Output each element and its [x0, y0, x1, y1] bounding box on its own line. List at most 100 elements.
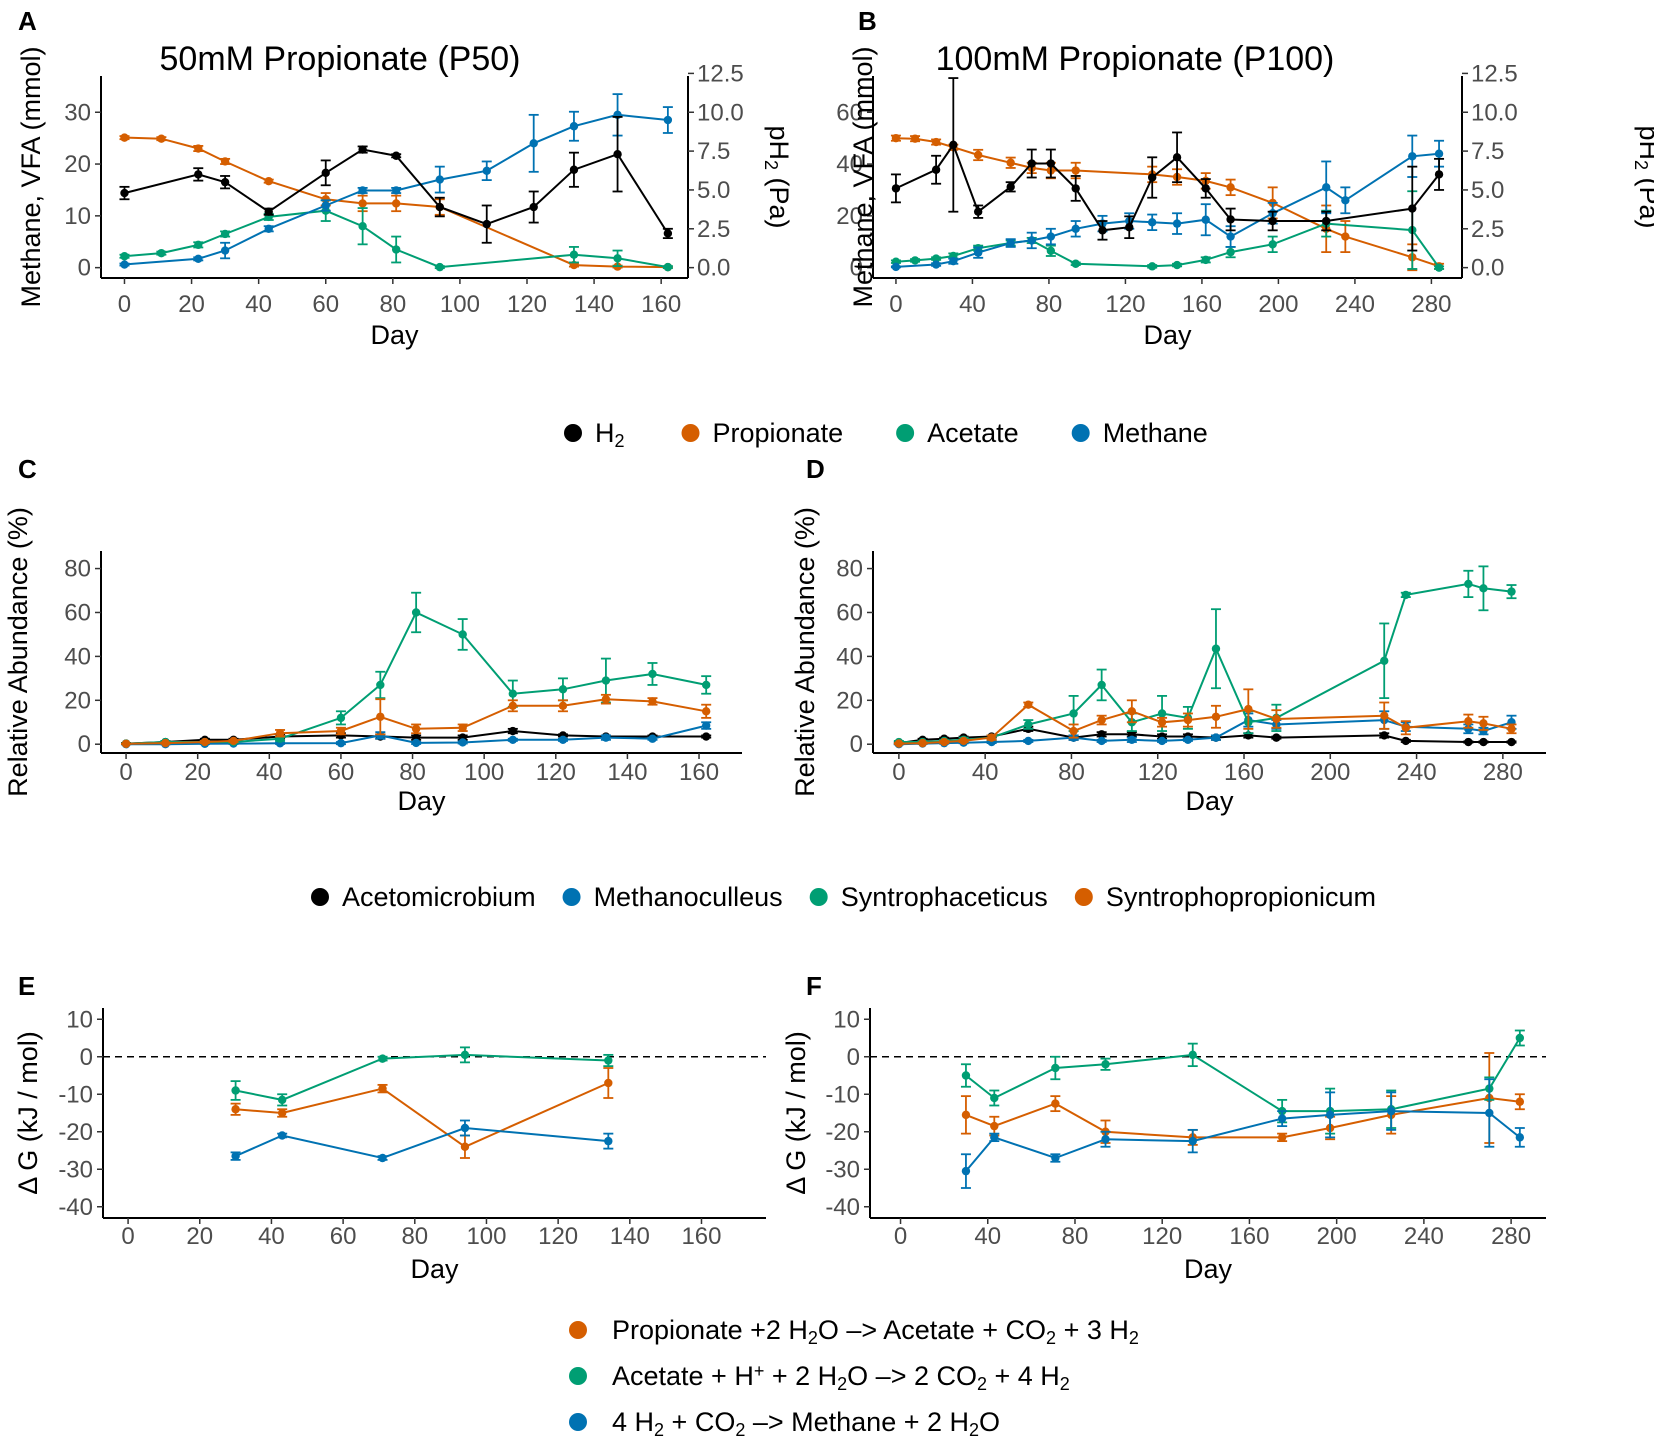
data-point: [648, 669, 657, 679]
y-axis-title: Methane, VFA (mmol): [848, 46, 878, 307]
data-point: [1401, 590, 1410, 600]
data-point: [1434, 170, 1444, 179]
data-point: [120, 133, 129, 142]
y-tick-label: -40: [825, 1194, 860, 1221]
data-point: [931, 260, 941, 269]
data-point: [194, 170, 203, 179]
data-point: [1380, 711, 1389, 720]
y-tick-label: 0: [847, 1044, 860, 1071]
data-point: [601, 733, 611, 742]
data-point: [1341, 196, 1350, 205]
data-point: [961, 1166, 971, 1176]
data-point: [194, 254, 203, 264]
data-point: [1148, 173, 1157, 182]
y2-tick-label: 2.5: [1471, 216, 1504, 243]
data-point: [1226, 232, 1235, 241]
data-point: [1211, 733, 1221, 742]
series-line: [124, 136, 668, 269]
data-point: [229, 736, 238, 746]
data-point: [508, 701, 518, 710]
text-part: (Pa): [764, 170, 794, 229]
data-point: [220, 157, 230, 166]
data-point: [1069, 726, 1078, 736]
data-point: [1479, 584, 1488, 593]
data-point: [604, 1136, 613, 1146]
data-point: [220, 229, 230, 239]
text-part: +: [754, 1361, 765, 1381]
data-point: [949, 256, 958, 266]
y-tick-label: 60: [64, 599, 91, 626]
text-part: 2: [1046, 1328, 1056, 1348]
data-point: [894, 739, 904, 748]
data-point: [460, 1050, 470, 1060]
panel-d: D 0 40 80 120 160 200 240 280 0 20 40 60 80 Day Relativ…: [790, 454, 1546, 816]
data-point: [1464, 579, 1473, 589]
y2-tick-label: 12.5: [1471, 60, 1518, 87]
y2-tick-label: 10.0: [697, 99, 744, 126]
data-point: [231, 1105, 240, 1114]
legend-symbol: [564, 424, 582, 442]
data-point: [376, 680, 385, 690]
data-point: [648, 697, 657, 706]
data-point: [1272, 733, 1281, 742]
text-part: + 4 H: [987, 1361, 1060, 1391]
data-point: [891, 262, 901, 272]
y-tick-label: 30: [64, 99, 91, 126]
data-point: [1101, 1060, 1110, 1069]
text-part: pH: [764, 125, 794, 160]
x-tick-label: 80: [1062, 1223, 1089, 1250]
y2-tick-label: 0.0: [1471, 255, 1504, 282]
legend-label: Propionate: [713, 418, 844, 448]
x-axis-title: Day: [410, 1254, 459, 1284]
data-point: [648, 734, 657, 743]
data-point: [604, 1056, 613, 1065]
data-point: [120, 260, 129, 269]
data-point: [458, 738, 467, 747]
text-part: 2: [969, 1420, 979, 1439]
text-part: 2: [615, 431, 625, 451]
text-part: + 2 H: [764, 1361, 837, 1391]
x-tick-label: 120: [507, 291, 547, 318]
data-point: [321, 201, 330, 210]
data-point: [231, 1151, 240, 1161]
x-axis-title: Day: [1185, 786, 1234, 816]
legend-symbol: [1071, 424, 1090, 442]
series-line: [965, 1037, 1521, 1113]
legend-label: Syntrophopropionicum: [1106, 882, 1376, 912]
legend-label: Syntrophaceticus: [841, 882, 1048, 912]
data-point: [1027, 159, 1036, 168]
data-point: [701, 680, 711, 690]
panel-e: E 0 20 40 60 80 100 120 140 160 -40 -30 -20 -10 0 10 Day…: [13, 971, 766, 1284]
data-point: [411, 724, 421, 734]
series-acetate-h-2-h2o-2-co2-4-h2: [960, 1029, 1525, 1135]
data-point: [1188, 1136, 1197, 1146]
data-point: [200, 737, 210, 747]
series-acetate: [890, 190, 1445, 272]
data-point: [321, 168, 330, 178]
data-point: [1464, 716, 1473, 726]
data-point: [1157, 709, 1167, 718]
data-point: [1097, 736, 1106, 746]
data-point: [1272, 714, 1281, 724]
y-tick-label: 20: [836, 203, 863, 230]
data-point: [220, 177, 230, 187]
data-point: [1464, 737, 1473, 747]
data-point: [1322, 183, 1331, 192]
data-point: [1479, 719, 1488, 728]
data-point: [120, 188, 129, 198]
data-point: [931, 165, 941, 174]
data-point: [435, 262, 444, 272]
data-point: [1515, 1033, 1525, 1043]
panel-letter: B: [858, 6, 877, 36]
data-point: [120, 252, 129, 261]
y-tick-label: 60: [836, 99, 863, 126]
data-point: [194, 144, 203, 153]
legend-symbol: [562, 888, 581, 906]
x-tick-label: 0: [892, 759, 905, 786]
legend-symbol: [569, 1413, 587, 1431]
data-point: [1226, 247, 1235, 257]
text-part: 2: [808, 1328, 818, 1348]
y-tick-label: 40: [836, 151, 863, 178]
y-tick-label: -20: [58, 1119, 93, 1146]
